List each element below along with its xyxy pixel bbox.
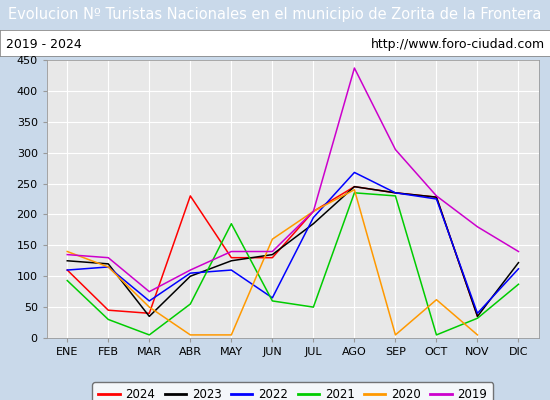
Text: http://www.foro-ciudad.com: http://www.foro-ciudad.com [370, 38, 544, 51]
Legend: 2024, 2023, 2022, 2021, 2020, 2019: 2024, 2023, 2022, 2021, 2020, 2019 [92, 382, 493, 400]
Text: Evolucion Nº Turistas Nacionales en el municipio de Zorita de la Frontera: Evolucion Nº Turistas Nacionales en el m… [8, 8, 542, 22]
Text: 2019 - 2024: 2019 - 2024 [6, 38, 81, 51]
